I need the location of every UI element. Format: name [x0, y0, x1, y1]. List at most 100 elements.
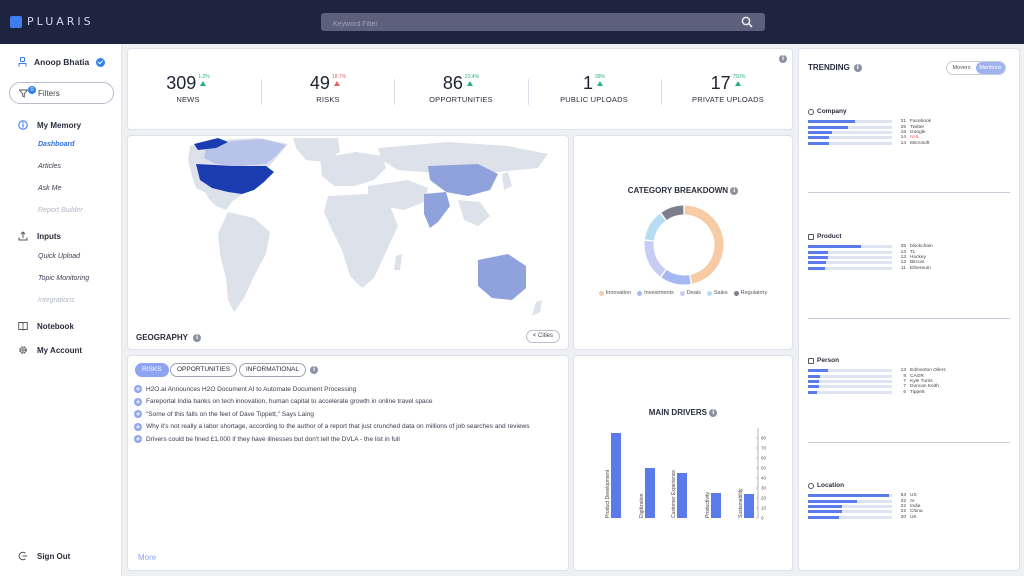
stat-change-percent: 18.7%: [331, 74, 347, 80]
search-icon[interactable]: [741, 16, 753, 28]
news-item[interactable]: + Why it's not really a labor shortage, a…: [134, 422, 530, 431]
nav-my-account[interactable]: My Account: [18, 345, 82, 355]
donut-slice-regulatory[interactable]: [661, 205, 684, 220]
nav-report-builder[interactable]: Report Builder: [38, 207, 83, 214]
news-item[interactable]: + "Some of this falls on the feet of Dave…: [134, 410, 314, 418]
trending-row[interactable]: 12 Bitcoin: [808, 260, 1012, 265]
news-item[interactable]: + Fareportal India banks on tech innovati…: [134, 397, 433, 406]
stat-change: 99%: [595, 74, 605, 86]
trending-section-title: Person: [817, 357, 840, 364]
search-input[interactable]: [321, 15, 765, 34]
trending-row[interactable]: 26 Twitter: [808, 124, 1012, 130]
trending-row[interactable]: 7 Duncan Keith: [808, 384, 1012, 389]
donut-slice-deals[interactable]: [644, 240, 666, 277]
toggle-movers[interactable]: Movers: [952, 65, 971, 71]
stat-risks[interactable]: 49 18.7% RISKS: [278, 73, 378, 104]
nav-my-memory[interactable]: My Memory: [18, 120, 81, 130]
map-india: [424, 192, 450, 228]
trending-row[interactable]: 13 Edmonton Oilers: [808, 368, 1012, 373]
sign-out-label: Sign Out: [37, 551, 71, 561]
news-item[interactable]: + H2O.ai Announces H2O Document AI to Aut…: [134, 385, 356, 393]
nav-notebook[interactable]: Notebook: [18, 321, 74, 331]
trending-row[interactable]: 14 Microsoft: [808, 141, 1012, 146]
trending-card: TRENDING i Movers Mentions Company 31 Face…: [798, 48, 1020, 571]
nav-dashboard[interactable]: Dashboard: [38, 141, 75, 148]
nav-inputs[interactable]: Inputs: [18, 231, 61, 241]
company-icon: [808, 108, 814, 115]
sign-out-icon: [18, 551, 28, 561]
trending-row[interactable]: 13 TL: [808, 249, 1012, 255]
donut-slice-innovation[interactable]: [684, 205, 724, 284]
tab-informational[interactable]: INFORMATIONAL: [239, 363, 306, 377]
driver-bar[interactable]: [611, 433, 621, 518]
category-donut-chart[interactable]: [574, 199, 794, 299]
plus-icon: +: [134, 435, 142, 443]
info-icon[interactable]: i: [853, 63, 862, 72]
info-icon[interactable]: i: [193, 333, 202, 342]
nav-articles[interactable]: Articles: [38, 163, 61, 170]
driver-bar[interactable]: [645, 468, 655, 518]
info-icon[interactable]: i: [730, 186, 739, 195]
trending-bar-fill: [808, 255, 828, 259]
legend-label: Sales: [713, 290, 728, 296]
world-map[interactable]: [128, 136, 570, 351]
news-item[interactable]: + Drivers could be fined £1,000 if they h…: [134, 435, 400, 443]
info-icon[interactable]: i: [709, 408, 718, 417]
news-item-text: Why it's not really a labor shortage, ac…: [146, 423, 530, 430]
trending-row[interactable]: 53 US: [808, 493, 1012, 498]
trending-value: 6: [903, 389, 906, 395]
drivers-bar-chart[interactable]: Product Development Digitization Customer …: [574, 424, 794, 534]
donut-slice-sales[interactable]: [644, 213, 666, 241]
stat-change: 1.2%: [198, 74, 210, 86]
trending-row[interactable]: 32 AI: [808, 498, 1012, 504]
user-profile[interactable]: Anoop Bhatia: [18, 57, 106, 67]
stat-news[interactable]: 309 1.2% NEWS: [138, 73, 238, 104]
top-bar: PLUARIS: [0, 0, 1024, 44]
tab-opportunities[interactable]: OPPORTUNITIES: [170, 363, 237, 377]
stat-public-uploads[interactable]: 1 99% PUBLIC UPLOADS: [544, 73, 644, 104]
info-icon[interactable]: i: [310, 366, 318, 374]
map-china: [428, 164, 498, 196]
cities-button[interactable]: < Cities: [525, 330, 560, 343]
nav-integrations[interactable]: Integrations: [38, 297, 75, 304]
toggle-mentions[interactable]: Mentions: [976, 62, 1005, 74]
trending-bar-fill: [808, 515, 839, 519]
trending-label: US: [910, 493, 917, 499]
trending-label: Duncan Keith: [910, 384, 939, 390]
trending-row[interactable]: 11 Ethereum: [808, 266, 1012, 271]
filters-button[interactable]: 0 Filters: [9, 82, 114, 104]
stat-opportunities[interactable]: 86 23.4% OPPORTUNITIES: [411, 73, 511, 104]
trending-row[interactable]: 13 Hockey: [808, 255, 1012, 260]
trending-row[interactable]: 6 Tippett: [808, 390, 1012, 395]
trending-bar-track: [808, 130, 892, 134]
info-icon[interactable]: i: [779, 55, 787, 63]
stat-private-uploads[interactable]: 17 750% PRIVATE UPLOADS: [678, 73, 778, 104]
trending-row[interactable]: 20 UK: [808, 515, 1012, 520]
driver-bar[interactable]: [744, 494, 754, 518]
trending-row[interactable]: 8 CAGR: [808, 373, 1012, 379]
trending-row[interactable]: 16 Google: [808, 130, 1012, 135]
sign-out-button[interactable]: Sign Out: [18, 551, 70, 561]
legend-dot: [679, 290, 685, 296]
nav-quick-upload[interactable]: Quick Upload: [38, 253, 81, 260]
trending-row[interactable]: 22 India: [808, 504, 1012, 509]
trending-row[interactable]: 31 Facebook: [808, 119, 1012, 124]
trending-section-header: Product: [808, 233, 1012, 240]
trending-row[interactable]: 14 NHL: [808, 135, 1012, 140]
nav-ask-me[interactable]: Ask Me: [38, 185, 62, 192]
more-link[interactable]: More: [138, 553, 157, 562]
trending-row[interactable]: 22 China: [808, 509, 1012, 514]
tab-risks[interactable]: RISKS: [135, 363, 169, 377]
trending-value: 14: [900, 140, 906, 146]
nav-my-memory-label: My Memory: [37, 120, 82, 130]
stat-value-row: 17 750%: [678, 73, 778, 94]
trending-row[interactable]: 35 blockchain: [808, 244, 1012, 249]
trending-row[interactable]: 7 Kyle Turris: [808, 379, 1012, 384]
driver-bar[interactable]: [677, 473, 687, 518]
donut-slice-investments[interactable]: [661, 270, 691, 285]
nav-topic-monitoring[interactable]: Topic Monitoring: [38, 275, 90, 282]
gear-icon: [19, 346, 27, 354]
trending-bar-track: [808, 379, 892, 383]
driver-bar[interactable]: [711, 493, 721, 518]
trending-bar-track: [808, 250, 892, 254]
